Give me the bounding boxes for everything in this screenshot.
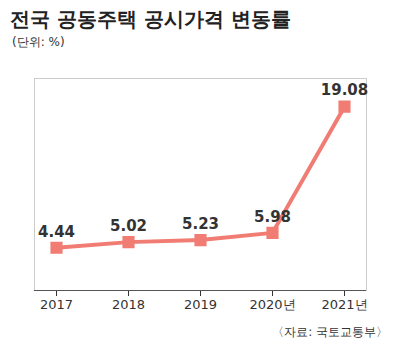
svg-text:2019: 2019: [184, 297, 217, 312]
html-text:(단위: %): (단위: %): [12, 35, 65, 49]
svg-text:4.44: 4.44: [38, 223, 75, 241]
svg-text:2021년: 2021년: [321, 297, 367, 312]
svg-text:2020년: 2020년: [249, 297, 295, 312]
svg-text:19.08: 19.08: [321, 81, 368, 99]
svg-text:5.98: 5.98: [254, 208, 291, 226]
html-text:〈자료: 국토교통부〉: 〈자료: 국토교통부〉: [272, 325, 388, 339]
svg-text:2018: 2018: [112, 297, 145, 312]
svg-text:2017: 2017: [40, 297, 73, 312]
svg-text:5.02: 5.02: [110, 217, 147, 235]
html-text:전국 공동주택 공시가격 변동률: 전국 공동주택 공시가격 변동률: [10, 7, 291, 31]
svg-text:5.23: 5.23: [182, 215, 219, 233]
